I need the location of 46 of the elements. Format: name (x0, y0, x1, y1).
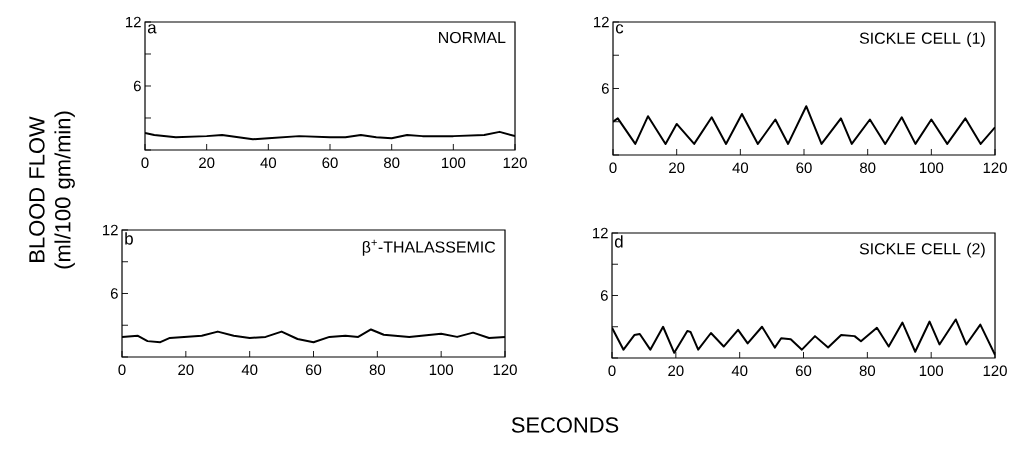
x-tick-label: 120 (983, 162, 1007, 174)
annotation: d (614, 235, 623, 248)
x-tick-label: 0 (141, 157, 149, 169)
x-tick-label: 60 (322, 157, 338, 169)
x-tick-label: 60 (796, 162, 812, 174)
x-tick-label: 0 (118, 364, 126, 376)
x-tick-label: 100 (429, 364, 454, 376)
x-tick-label: 120 (493, 364, 517, 376)
x-tick-label: 40 (260, 157, 277, 169)
x-tick-label: 20 (199, 157, 215, 169)
y-tick-label: 6 (133, 80, 141, 92)
x-tick-label: 40 (731, 365, 748, 377)
y-tick-label: 12 (593, 227, 608, 239)
x-tick-label: 80 (369, 364, 386, 376)
x-tick-label: 100 (920, 162, 944, 174)
y-tick-label: 12 (126, 16, 141, 28)
y-tick-label: 6 (600, 290, 608, 301)
x-axis-title: SECONDS (511, 417, 619, 433)
text: β$^{+}$-THALASSEMIC (362, 239, 496, 256)
x-tick-label: 20 (178, 364, 194, 376)
x-tick-label: 100 (919, 365, 944, 377)
annotation: c (615, 24, 624, 34)
x-tick-label: 20 (669, 162, 685, 174)
y-axis-title: BLOOD FLOW (ml/100 gm/min) (29, 111, 75, 269)
x-tick-label: 40 (241, 364, 258, 376)
y-tick-label: 12 (103, 224, 118, 236)
x-tick-label: 100 (442, 157, 466, 169)
x-tick-label: 60 (795, 365, 812, 377)
x-tick-label: 40 (732, 162, 749, 174)
chart-title: NORMAL (439, 31, 506, 44)
annotation: b (125, 232, 133, 245)
x-tick-label: 120 (503, 157, 527, 169)
x-tick-label: 80 (859, 365, 876, 377)
text: SICKLE CELL (1) (859, 32, 985, 48)
x-tick-label: 0 (608, 365, 616, 377)
y-tick-label: 6 (601, 83, 609, 94)
x-tick-label: 20 (668, 365, 684, 377)
y-tick-label: 12 (594, 16, 609, 28)
x-tick-label: 80 (384, 157, 400, 169)
x-tick-label: 80 (860, 162, 876, 174)
x-tick-label: 60 (305, 364, 322, 376)
annotation: a (147, 24, 157, 34)
y-tick-label: 6 (110, 288, 118, 299)
x-tick-label: 0 (609, 162, 617, 174)
text: SICKLE CELL (2) (859, 242, 985, 258)
x-tick-label: 120 (983, 365, 1007, 377)
